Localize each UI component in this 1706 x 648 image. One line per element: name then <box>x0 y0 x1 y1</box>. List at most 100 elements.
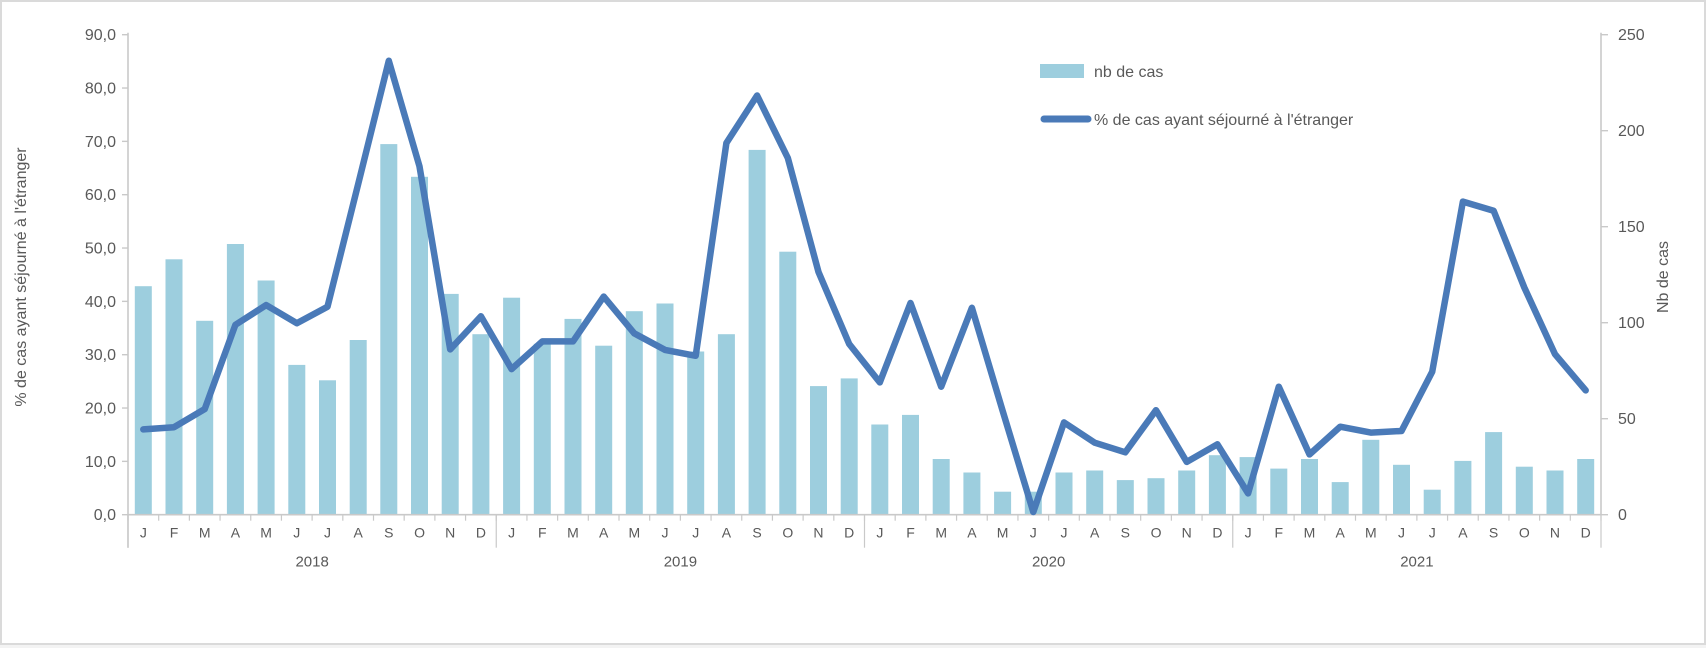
month-label: A <box>599 525 609 541</box>
month-label: S <box>752 525 761 541</box>
bar <box>1423 489 1441 515</box>
bar <box>411 176 428 515</box>
month-label: F <box>170 525 179 541</box>
month-label: S <box>1489 525 1498 541</box>
month-label: A <box>1090 525 1100 541</box>
bar <box>1301 459 1318 515</box>
bar <box>1393 464 1410 515</box>
bar <box>1546 470 1564 515</box>
month-label: N <box>445 525 455 541</box>
month-label: M <box>935 525 947 541</box>
month-label: J <box>1398 525 1405 541</box>
month-label: M <box>997 525 1009 541</box>
month-label: M <box>260 525 272 541</box>
bar <box>717 334 735 515</box>
bar <box>687 351 705 515</box>
month-label: F <box>1275 525 1284 541</box>
month-label: A <box>967 525 977 541</box>
month-label: F <box>538 525 547 541</box>
bar <box>288 364 306 515</box>
bar <box>1147 478 1165 515</box>
bar <box>503 297 521 515</box>
legend-label-line: % de cas ayant séjourné à l'étranger <box>1094 112 1354 129</box>
line-series <box>140 57 1589 516</box>
month-label: O <box>1151 525 1162 541</box>
right-tick-label: 0 <box>1618 507 1627 524</box>
month-label: J <box>140 525 147 541</box>
bar <box>994 491 1012 515</box>
left-tick-label: 50,0 <box>85 241 116 258</box>
month-label: J <box>692 525 699 541</box>
right-tick-label: 50 <box>1618 411 1636 428</box>
bar <box>380 144 398 515</box>
month-label: J <box>508 525 515 541</box>
bar <box>1331 482 1349 515</box>
bar <box>196 320 214 515</box>
year-label: 2021 <box>1400 554 1433 571</box>
month-label: M <box>199 525 211 541</box>
left-tick-label: 30,0 <box>85 347 116 364</box>
month-label: F <box>906 525 915 541</box>
month-label: J <box>876 525 883 541</box>
right-tick-label: 250 <box>1618 27 1645 44</box>
month-label: M <box>567 525 579 541</box>
axes: 0,0 10,0 20,0 30,0 40,0 50,0 60,0 70,0 80,0 90,0 0… <box>85 27 1645 571</box>
year-label: 2020 <box>1032 554 1065 571</box>
month-label: O <box>414 525 425 541</box>
bar <box>1086 470 1104 515</box>
right-tick-label: 200 <box>1618 123 1645 140</box>
bar <box>349 340 367 515</box>
bar <box>1055 472 1073 515</box>
left-tick-label: 80,0 <box>85 81 116 98</box>
bar <box>595 345 613 515</box>
left-tick-label: 40,0 <box>85 294 116 311</box>
bar <box>533 343 551 515</box>
month-label: N <box>1550 525 1560 541</box>
bar <box>1178 470 1196 515</box>
month-label: O <box>782 525 793 541</box>
month-label: A <box>231 525 241 541</box>
month-label: N <box>1182 525 1192 541</box>
bar <box>625 311 643 515</box>
left-axis-title: % de cas ayant séjourné à l'étranger <box>13 147 30 407</box>
bar <box>963 472 981 515</box>
right-axis-title: Nb de cas <box>1655 241 1672 313</box>
left-tick-label: 10,0 <box>85 454 116 471</box>
month-label: J <box>293 525 300 541</box>
bar <box>1362 439 1380 515</box>
month-label: A <box>353 525 363 541</box>
month-label: D <box>1581 525 1591 541</box>
bar <box>779 251 797 515</box>
month-label: J <box>324 525 331 541</box>
month-label: O <box>1519 525 1530 541</box>
bar <box>472 334 490 515</box>
month-label: A <box>722 525 732 541</box>
bar <box>319 380 336 515</box>
month-label: M <box>629 525 641 541</box>
bar <box>1270 468 1288 515</box>
bar <box>134 286 152 515</box>
bar-series <box>134 144 1595 515</box>
month-label: M <box>1304 525 1316 541</box>
left-tick-label: 90,0 <box>85 27 116 44</box>
bar <box>1208 455 1226 515</box>
month-label: A <box>1458 525 1468 541</box>
bar <box>656 303 674 515</box>
bar <box>810 386 827 515</box>
bar <box>1577 459 1595 515</box>
month-label: D <box>844 525 854 541</box>
month-label: S <box>1121 525 1130 541</box>
left-tick-label: 60,0 <box>85 187 116 204</box>
month-label: J <box>1245 525 1252 541</box>
month-label: S <box>384 525 393 541</box>
legend-label-bars: nb de cas <box>1094 64 1163 81</box>
bar <box>165 259 183 515</box>
month-label: J <box>1030 525 1037 541</box>
bar <box>226 244 244 515</box>
left-tick-label: 70,0 <box>85 134 116 151</box>
month-label: D <box>476 525 486 541</box>
right-tick-label: 150 <box>1618 219 1645 236</box>
bar <box>871 424 889 515</box>
